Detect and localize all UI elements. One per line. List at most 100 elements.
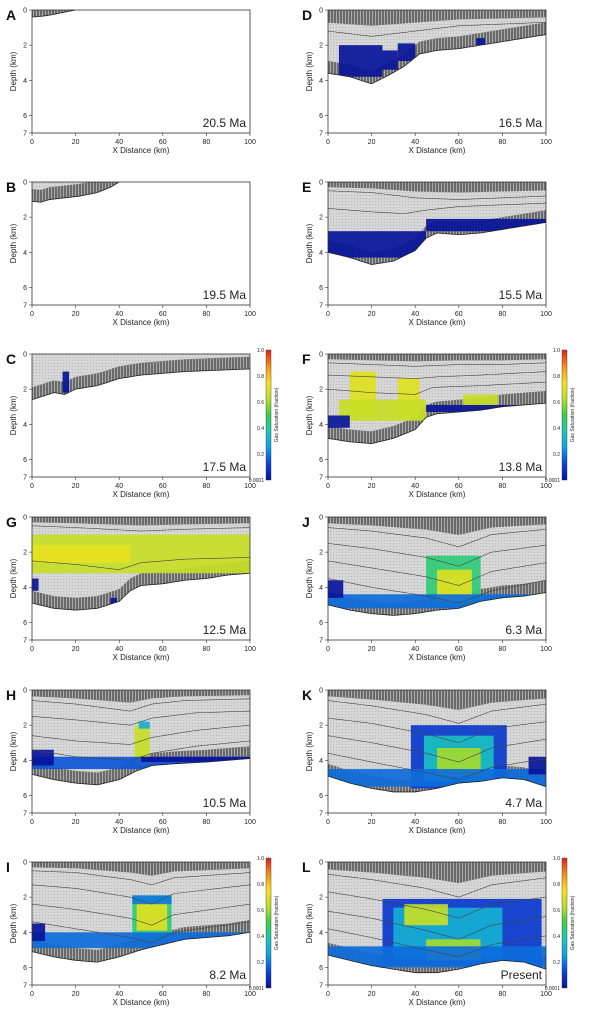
y-tick-label: 6	[23, 793, 27, 800]
y-tick-label: 0	[23, 515, 27, 522]
age-label: 15.5 Ma	[499, 288, 543, 302]
y-tick-label: 0	[319, 8, 323, 15]
y-axis-label: Depth (km)	[305, 558, 314, 598]
colorbar-gradient	[561, 349, 568, 481]
saturation-zone	[32, 578, 39, 591]
x-tick-label: 40	[115, 483, 123, 490]
saturation-zone	[426, 404, 546, 412]
saturation-zone	[32, 749, 54, 766]
y-tick-label: 4	[23, 78, 27, 85]
x-tick-label: 20	[72, 311, 80, 318]
x-tick-label: 100	[540, 819, 552, 826]
colorbar: 1.0 0.8 0.6 0.4 0.2 0.0001 Gas Saturation (fra…	[249, 348, 280, 484]
plot-area	[32, 182, 250, 305]
panel-letter: H	[6, 687, 16, 703]
panel-d: 0 20 40 60 80 100 0 2 4 6 7 X Distance (km) Depth (k…	[302, 7, 552, 155]
y-tick-label: 2	[319, 895, 323, 902]
x-tick-label: 100	[244, 139, 256, 146]
age-label: 17.5 Ma	[203, 460, 247, 474]
y-tick-label: 0	[23, 860, 27, 867]
y-tick-label: 4	[319, 585, 323, 592]
plot-frame	[31, 9, 251, 134]
y-tick-label: 6	[319, 793, 323, 800]
y-tick-label: 7	[319, 131, 323, 138]
x-tick-label: 60	[159, 991, 167, 998]
y-tick-label: 4	[319, 758, 323, 765]
y-tick-label: 7	[319, 475, 323, 482]
x-axis-label: X Distance (km)	[113, 998, 170, 1007]
horizon-line	[32, 557, 250, 571]
panel-k: 0 20 40 60 80 100 0 2 4 6 7 X Distance (km) Depth (k…	[302, 687, 552, 835]
x-tick-label: 80	[499, 483, 507, 490]
x-tick-label: 100	[540, 483, 552, 490]
colorbar-tick-label: 0.6	[257, 400, 264, 406]
saturation-zone	[32, 545, 131, 563]
panel-letter: G	[6, 514, 17, 530]
basement-line	[328, 954, 546, 974]
plot-frame	[327, 353, 547, 478]
x-tick-label: 60	[455, 311, 463, 318]
x-tick-label: 20	[72, 819, 80, 826]
panel-e: 0 20 40 60 80 100 0 2 4 6 7 X Distance (km) Depth (k…	[302, 179, 552, 327]
age-label: 6.3 Ma	[505, 623, 542, 637]
horizon-line	[32, 884, 250, 905]
x-tick-label: 20	[368, 991, 376, 998]
colorbar-tick-label: 0.8	[257, 882, 264, 888]
x-tick-label: 20	[368, 311, 376, 318]
x-tick-label: 40	[115, 139, 123, 146]
y-tick-label: 2	[23, 43, 27, 50]
horizon-line	[32, 724, 250, 745]
colorbar-tick-label: 0.0001	[249, 986, 265, 992]
y-tick-label: 4	[23, 250, 27, 257]
x-axis-label: X Distance (km)	[409, 146, 466, 155]
y-tick-label: 6	[23, 965, 27, 972]
colorbar-tick-label: 0.4	[257, 426, 264, 432]
x-axis-label: X Distance (km)	[113, 653, 170, 662]
x-axis-label: X Distance (km)	[409, 318, 466, 327]
horizon-line	[328, 735, 546, 763]
y-tick-label: 6	[319, 113, 323, 120]
x-tick-label: 80	[203, 311, 211, 318]
x-tick-label: 20	[72, 139, 80, 146]
y-tick-label: 2	[319, 215, 323, 222]
age-label: 10.5 Ma	[203, 796, 247, 810]
x-tick-label: 0	[326, 819, 330, 826]
y-tick-label: 2	[23, 550, 27, 557]
y-tick-label: 0	[319, 180, 323, 187]
x-axis-label: X Distance (km)	[113, 318, 170, 327]
basement-line	[328, 775, 546, 793]
y-tick-label: 7	[23, 475, 27, 482]
colorbar: 1.0 0.8 0.6 0.4 0.2 0.0001 Gas Saturation (fra…	[249, 856, 280, 992]
x-tick-label: 0	[30, 991, 34, 998]
x-tick-label: 0	[30, 139, 34, 146]
x-tick-label: 80	[203, 646, 211, 653]
colorbar-tick-label: 0.6	[553, 400, 560, 406]
x-tick-label: 60	[455, 991, 463, 998]
y-axis-label: Depth (km)	[9, 223, 18, 263]
panel-h: 0 20 40 60 80 100 0 2 4 6 7 X Distance (km) Depth (k…	[6, 687, 256, 835]
plot-frame	[31, 861, 251, 986]
colorbar-gradient	[265, 349, 272, 481]
x-tick-label: 80	[203, 139, 211, 146]
y-tick-label: 4	[23, 758, 27, 765]
plot-frame	[327, 689, 547, 814]
x-tick-label: 20	[368, 646, 376, 653]
horizon-line	[328, 928, 546, 958]
x-tick-label: 60	[159, 646, 167, 653]
x-axis-label: X Distance (km)	[113, 826, 170, 835]
y-tick-label: 6	[319, 965, 323, 972]
colorbar-tick-label: 0.2	[553, 452, 560, 458]
colorbar-tick-label: 0.2	[553, 960, 560, 966]
colorbar: 1.0 0.8 0.6 0.4 0.2 0.0001 Gas Saturation (fra…	[545, 856, 576, 992]
y-tick-label: 7	[23, 811, 27, 818]
seafloor-band	[328, 690, 546, 711]
x-tick-label: 0	[326, 483, 330, 490]
y-tick-label: 2	[23, 723, 27, 730]
x-tick-label: 0	[326, 139, 330, 146]
saturation-zone	[463, 394, 499, 407]
x-tick-label: 60	[159, 311, 167, 318]
y-tick-label: 0	[319, 860, 323, 867]
panel-letter: E	[302, 179, 311, 195]
colorbar-tick-label: 0.6	[257, 908, 264, 914]
